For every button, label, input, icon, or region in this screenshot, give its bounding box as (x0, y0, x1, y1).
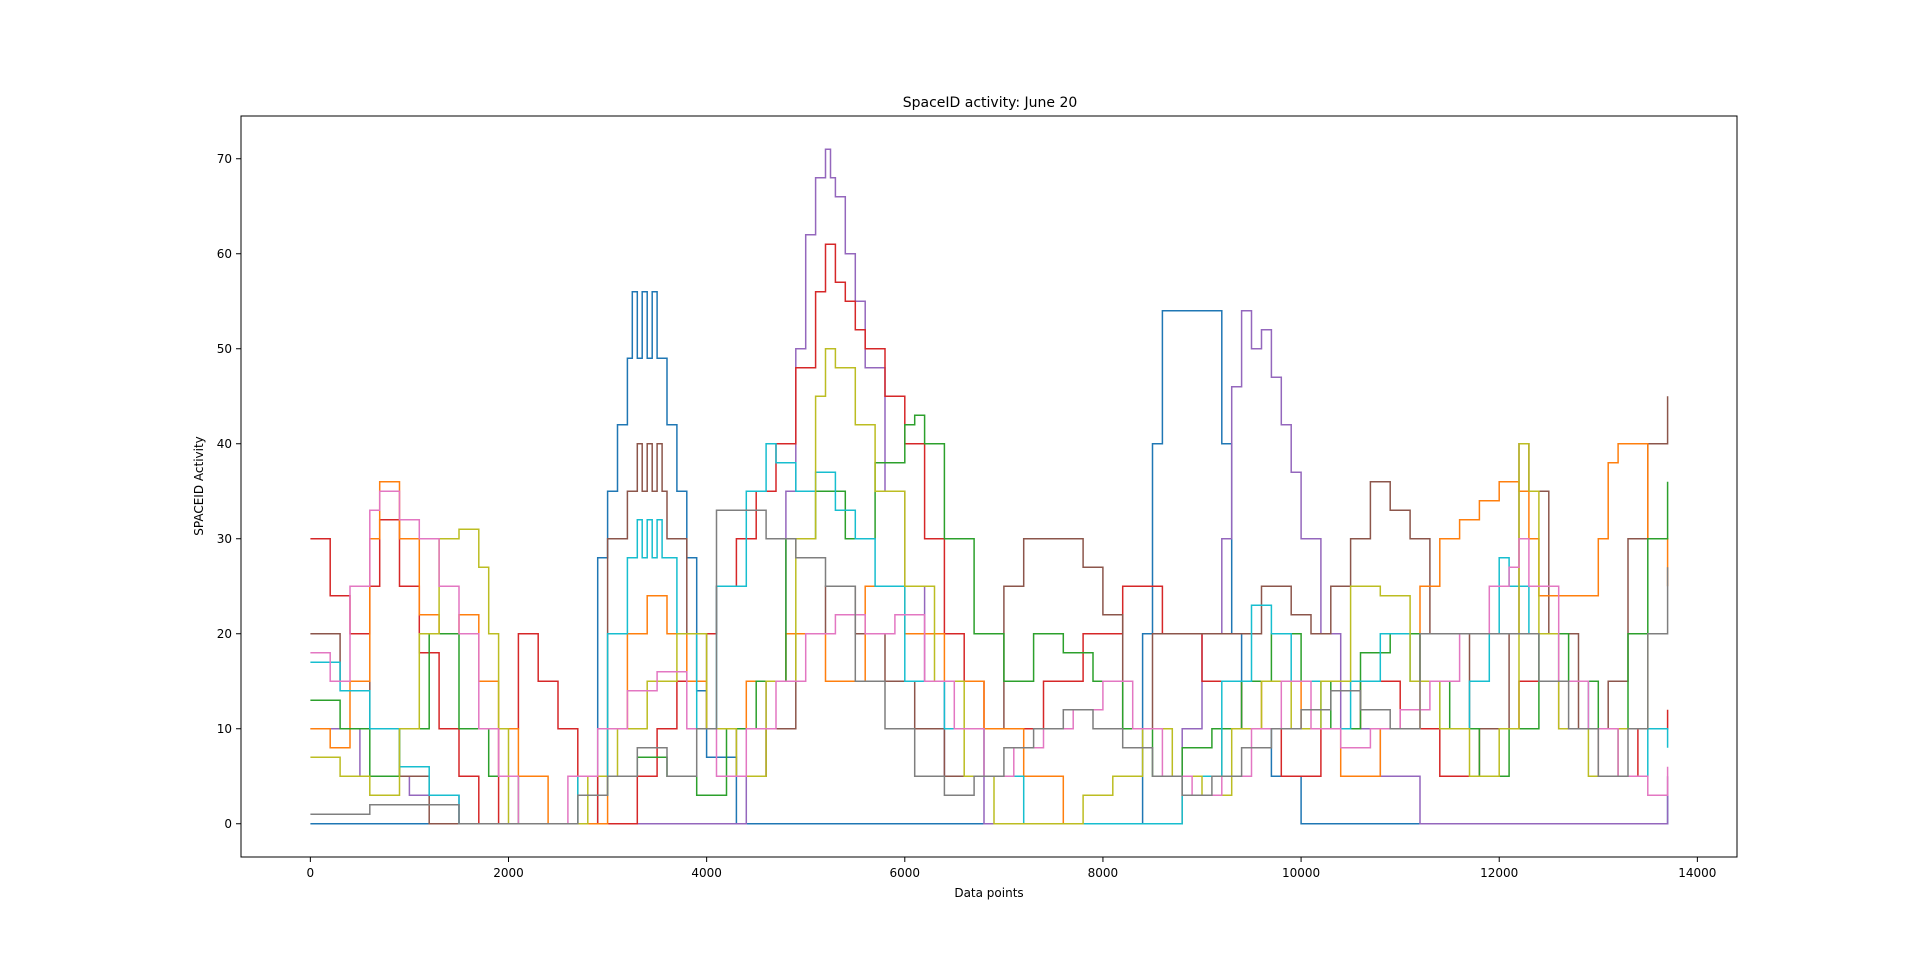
x-axis-label: Data points (954, 886, 1023, 900)
y-axis: 0 10 20 30 40 50 60 70 (217, 152, 241, 831)
plot-area (240, 115, 1738, 858)
plot-frame (240, 115, 1738, 858)
series-line-8 (310, 348, 1668, 825)
y-tick-label: 70 (217, 152, 232, 166)
y-tick-label: 30 (217, 532, 232, 546)
x-tick-label: 2000 (493, 866, 524, 880)
x-tick-label: 4000 (691, 866, 722, 880)
x-tick-label: 8000 (1088, 866, 1119, 880)
y-tick-label: 60 (217, 247, 232, 261)
x-tick-label: 14000 (1678, 866, 1716, 880)
y-tick-label: 40 (217, 437, 232, 451)
x-tick-label: 10000 (1282, 866, 1320, 880)
x-tick-label: 0 (307, 866, 315, 880)
y-tick-label: 0 (224, 817, 232, 831)
series-line-7 (310, 443, 1669, 825)
x-tick-label: 6000 (890, 866, 921, 880)
series-line-10 (310, 509, 1669, 825)
y-tick-label: 50 (217, 342, 232, 356)
series-layer (310, 148, 1669, 825)
chart-title: SpaceID activity: June 20 (903, 95, 1078, 111)
y-axis-label: SPACEID Activity (192, 436, 206, 536)
x-tick-label: 12000 (1480, 866, 1518, 880)
y-tick-label: 10 (217, 722, 232, 736)
x-axis: 0 2000 4000 6000 8000 10000 12000 14000 (307, 857, 1716, 880)
y-tick-label: 20 (217, 627, 232, 641)
